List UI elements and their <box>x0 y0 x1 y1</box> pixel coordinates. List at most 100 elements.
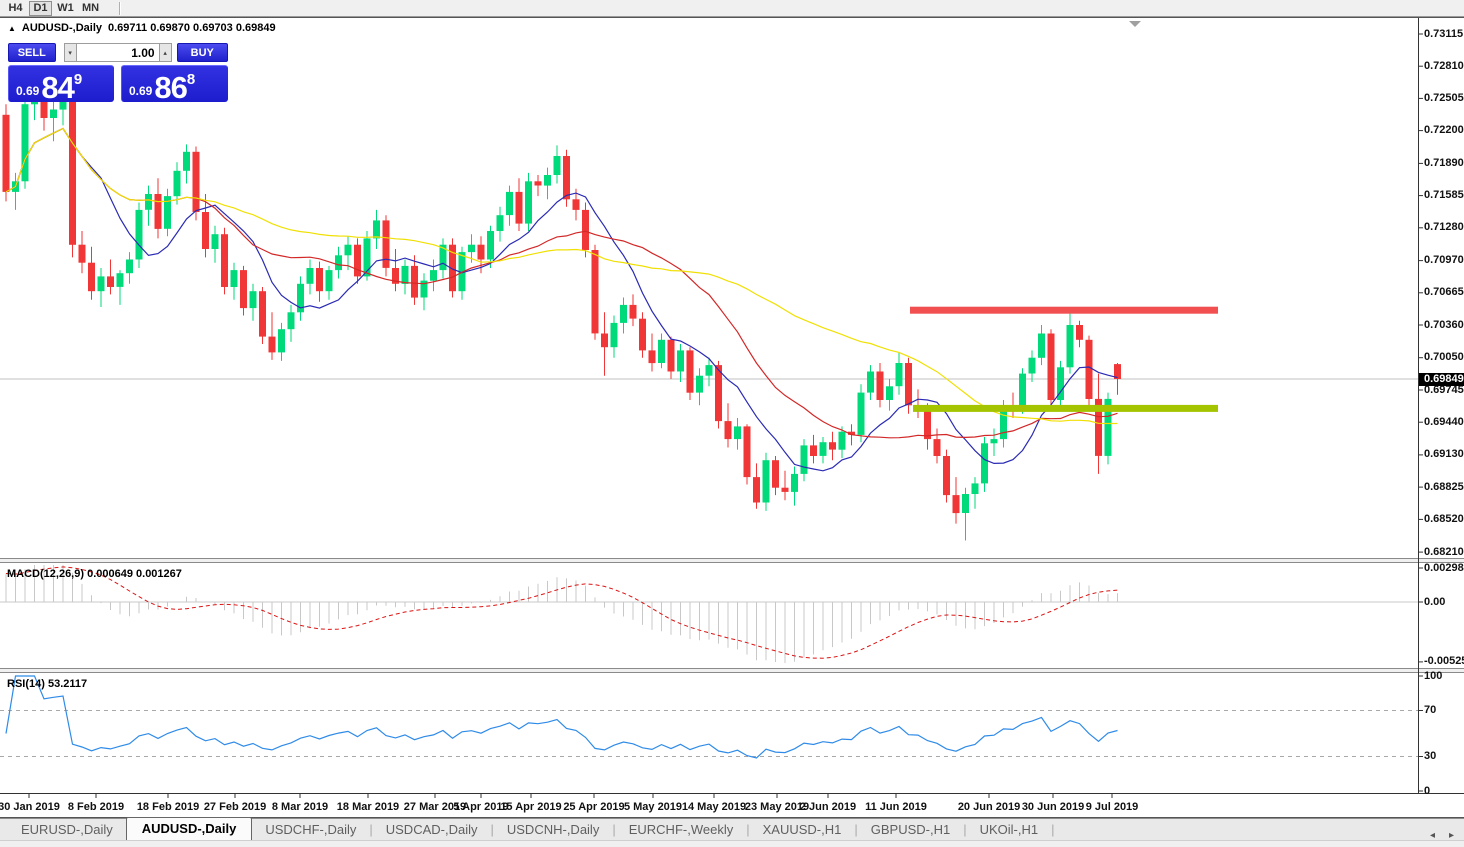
timeframe-toolbar: H4 D1 W1 MN <box>0 0 1464 17</box>
axis-ticks <box>28 33 1423 798</box>
price-axis-label: 0.70970 <box>1424 254 1464 267</box>
chart-title: ▲ AUDUSD-,Daily 0.69711 0.69870 0.69703 … <box>8 22 276 34</box>
tab-scroll-controls: ◂ ▸ <box>1430 830 1454 841</box>
volume-spinner: ▾ ▴ <box>63 43 172 62</box>
date-axis-label: 27 Feb 2019 <box>203 801 267 813</box>
date-axis-label: 5 Apr 2019 <box>453 801 509 813</box>
date-axis-label: 18 Feb 2019 <box>136 801 200 813</box>
price-axis-label: 0.72810 <box>1424 59 1464 72</box>
tab-item-usdcaddaily[interactable]: USDCAD-,Daily <box>385 822 478 837</box>
volume-increase-button[interactable]: ▴ <box>158 43 172 62</box>
tab-scroll-right-button[interactable]: ▸ <box>1448 830 1454 841</box>
price-axis-label: 0.69745 <box>1424 383 1464 396</box>
price-axis-label: 0.70050 <box>1424 351 1464 364</box>
date-axis-label: 20 Jun 2019 <box>957 801 1021 813</box>
price-chart-canvas[interactable] <box>0 18 1464 817</box>
date-axis-label: 11 Jun 2019 <box>865 801 927 813</box>
tab-separator: | <box>612 822 616 837</box>
date-axis-label: 27 Mar 2019 <box>403 801 467 813</box>
buy-button[interactable]: BUY <box>176 43 228 62</box>
tab-item-xauusdh1[interactable]: XAUUSD-,H1 <box>762 822 842 837</box>
timeframe-button-mn[interactable]: MN <box>79 1 102 16</box>
sell-price-big: 84 <box>41 70 74 105</box>
date-axis-label: 8 Mar 2019 <box>271 801 329 813</box>
volume-input[interactable] <box>76 43 159 62</box>
price-axis-label: 0.68210 <box>1424 545 1464 558</box>
chart-window: ▲ AUDUSD-,Daily 0.69711 0.69870 0.69703 … <box>0 17 1464 818</box>
tab-item-audusddaily[interactable]: AUDUSD-,Daily <box>125 817 253 840</box>
buy-price-prefix: 0.69 <box>129 84 153 98</box>
buy-price-panel[interactable]: 0.69 86 8 <box>121 65 228 105</box>
sell-price-prefix: 0.69 <box>16 84 40 98</box>
collapse-chart-icon[interactable]: ▲ <box>8 23 16 33</box>
price-axis-label: 0.68520 <box>1424 512 1464 525</box>
timeframe-button-h4[interactable]: H4 <box>4 1 27 16</box>
tab-item-gbpusdh1[interactable]: GBPUSD-,H1 <box>870 822 951 837</box>
current-price-badge: 0.69849 <box>1419 372 1464 386</box>
panel-splitter[interactable] <box>0 668 1464 673</box>
macd-axis-label: 0.002984 <box>1424 561 1464 574</box>
date-axis-label: 23 May 2019 <box>744 801 810 813</box>
macd-axis-label: 0.00 <box>1424 595 1446 608</box>
tab-item-ukoilh1[interactable]: UKOil-,H1 <box>979 822 1039 837</box>
price-axis-label: 0.71890 <box>1424 156 1464 169</box>
tab-separator: | <box>490 822 494 837</box>
moving-average-lines <box>5 127 1118 472</box>
date-axis-label: 25 Apr 2019 <box>563 801 625 813</box>
price-axis-label: 0.69440 <box>1424 415 1464 428</box>
tab-item-eurchfweekly[interactable]: EURCHF-,Weekly <box>628 822 734 837</box>
tab-item-usdcnhdaily[interactable]: USDCNH-,Daily <box>506 822 600 837</box>
date-axis-label: 30 Jun 2019 <box>1021 801 1085 813</box>
date-axis-label: 30 Jan 2019 <box>0 801 60 813</box>
rsi-indicator-label: RSI(14) 53.2117 <box>7 678 88 690</box>
chart-shift-marker-icon[interactable] <box>1129 21 1141 27</box>
date-axis-label: 14 May 2019 <box>681 801 747 813</box>
price-axis-border <box>1418 18 1419 793</box>
price-axis-label: 0.71280 <box>1424 221 1464 234</box>
resistance-line[interactable] <box>910 306 1218 314</box>
tab-separator: | <box>854 822 858 837</box>
chart-symbol-period: AUDUSD-,Daily <box>21 22 102 34</box>
tab-item-eurusddaily[interactable]: EURUSD-,Daily <box>21 822 113 837</box>
candles <box>2 77 1121 541</box>
panel-splitter[interactable] <box>0 558 1464 563</box>
date-axis-label: 8 Feb 2019 <box>67 801 125 813</box>
date-axis-label: 18 Mar 2019 <box>336 801 400 813</box>
tab-separator: | <box>963 822 967 837</box>
tab-scroll-left-button[interactable]: ◂ <box>1429 830 1435 841</box>
price-axis-label: 0.72505 <box>1424 91 1464 104</box>
price-axis-label: 0.72200 <box>1424 124 1464 137</box>
volume-decrease-button[interactable]: ▾ <box>63 43 77 62</box>
price-axis-label: 0.70360 <box>1424 318 1464 331</box>
rsi-panel <box>0 675 1418 759</box>
tab-separator: | <box>746 822 750 837</box>
support-line[interactable] <box>913 404 1218 412</box>
toolbar-separator <box>119 1 122 15</box>
price-axis-label: 0.71585 <box>1424 189 1464 202</box>
one-click-trading-panel: SELL ▾ ▴ BUY 0.69 84 9 0.69 86 8 <box>8 43 228 105</box>
chart-ohlc-values: 0.69711 0.69870 0.69703 0.69849 <box>108 22 276 34</box>
date-axis-border <box>0 793 1464 794</box>
chart-tab-bar: EURUSD-,Daily AUDUSD-,Daily USDCHF-,Daily |… <box>0 817 1464 840</box>
rsi-axis-label: 100 <box>1424 669 1443 682</box>
price-axis-label: 0.68825 <box>1424 480 1464 493</box>
sell-price-pip: 9 <box>73 71 83 88</box>
date-axis-label: 15 Apr 2019 <box>500 801 562 813</box>
price-axis-label: 0.70665 <box>1424 286 1464 299</box>
macd-panel <box>0 565 1418 664</box>
tab-separator: | <box>1051 822 1055 837</box>
timeframe-button-w1[interactable]: W1 <box>54 1 77 16</box>
buy-price-big: 86 <box>154 70 187 105</box>
date-axis-label: 9 Jul 2019 <box>1085 801 1139 813</box>
rsi-axis-label: 0 <box>1424 784 1431 797</box>
rsi-axis-label: 30 <box>1424 750 1437 762</box>
sell-price-panel[interactable]: 0.69 84 9 <box>8 65 114 105</box>
tab-item-usdchfdaily[interactable]: USDCHF-,Daily <box>265 822 357 837</box>
macd-axis-label: -0.005256 <box>1424 655 1464 668</box>
buy-price-pip: 8 <box>186 71 196 88</box>
sell-button[interactable]: SELL <box>8 43 56 62</box>
date-axis-label: 2 Jun 2019 <box>799 801 857 813</box>
timeframe-button-d1[interactable]: D1 <box>29 0 52 16</box>
macd-indicator-label: MACD(12,26,9) 0.000649 0.001267 <box>7 568 182 580</box>
tab-separator: | <box>369 822 373 837</box>
